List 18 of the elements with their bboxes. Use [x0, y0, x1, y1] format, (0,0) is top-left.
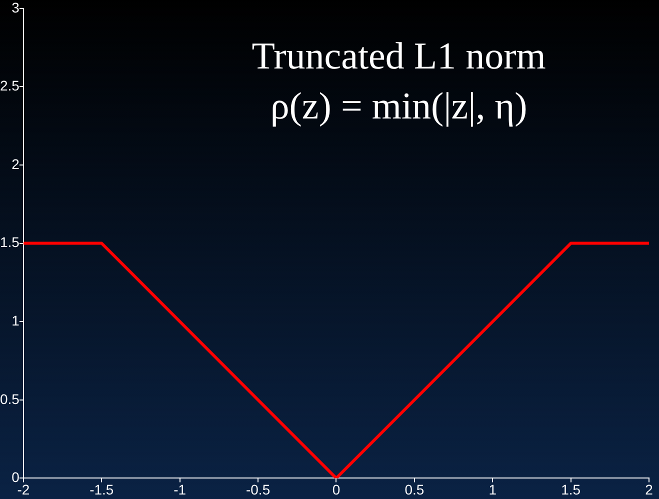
y-tick-label: 1.5 — [0, 234, 20, 250]
x-tick-label: 2 — [645, 481, 654, 498]
text: ρ(z) = min(|z|, η) — [270, 85, 528, 128]
y-tick-label: 0 — [12, 469, 20, 486]
x-tick-label: 1.5 — [561, 481, 581, 498]
x-tick-label: -2 — [17, 481, 30, 498]
x-tick-label: 1 — [488, 481, 497, 498]
x-tick-label: -1.5 — [90, 481, 114, 498]
x-tick-label: -1 — [174, 481, 186, 498]
y-tick-label: 1 — [12, 312, 20, 328]
text: Truncated L1 norm — [252, 35, 546, 78]
y-tick-label: 2.5 — [0, 78, 20, 94]
x-tick-label: 0 — [332, 481, 340, 498]
x-tick-label: 0.5 — [404, 481, 424, 498]
y-tick-label: 2 — [12, 156, 20, 172]
x-tick-label: -0.5 — [246, 481, 270, 498]
y-tick-label: 3 — [12, 0, 20, 16]
y-tick-label: 0.5 — [0, 390, 20, 407]
